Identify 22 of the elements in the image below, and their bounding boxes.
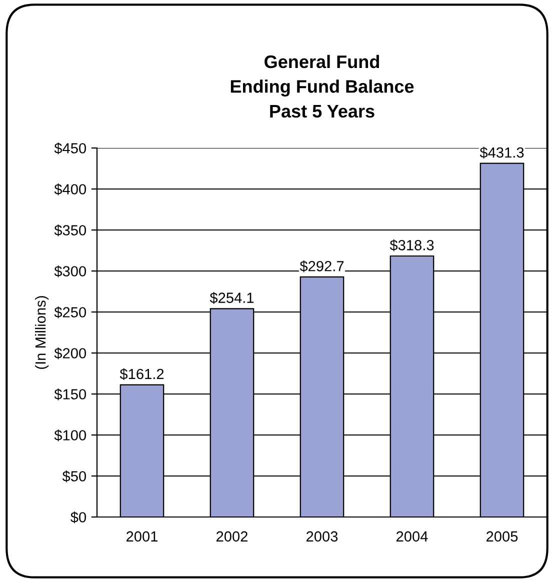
x-tick-label: 2001 bbox=[126, 531, 158, 542]
x-tick-label: 2005 bbox=[486, 531, 518, 542]
y-tick-label: $400 bbox=[54, 183, 86, 196]
y-tick-label: $50 bbox=[62, 470, 86, 482]
data-label: $292.7 bbox=[300, 260, 344, 272]
y-tick-label: $0 bbox=[70, 511, 86, 524]
x-tick-label: 2004 bbox=[396, 531, 428, 542]
y-tick-label: $300 bbox=[54, 265, 86, 278]
data-label: $254.1 bbox=[210, 292, 254, 304]
y-axis-title: (In Millions) bbox=[34, 296, 49, 369]
x-tick-label: 2003 bbox=[306, 531, 338, 542]
y-tick-label: $100 bbox=[54, 429, 86, 442]
data-label: $431.3 bbox=[480, 146, 524, 159]
data-label: $161.2 bbox=[120, 368, 164, 380]
y-tick-label: $250 bbox=[54, 306, 86, 318]
y-tick-label: $150 bbox=[54, 388, 86, 400]
y-tick-label: $350 bbox=[54, 224, 86, 236]
data-label: $318.3 bbox=[390, 239, 434, 252]
chart-title: General Fund Ending Fund Balance Past 5 Years bbox=[230, 54, 414, 118]
x-tick-label: 2002 bbox=[216, 531, 248, 542]
y-tick-label: $200 bbox=[54, 347, 86, 360]
y-tick-label: $450 bbox=[54, 142, 86, 154]
